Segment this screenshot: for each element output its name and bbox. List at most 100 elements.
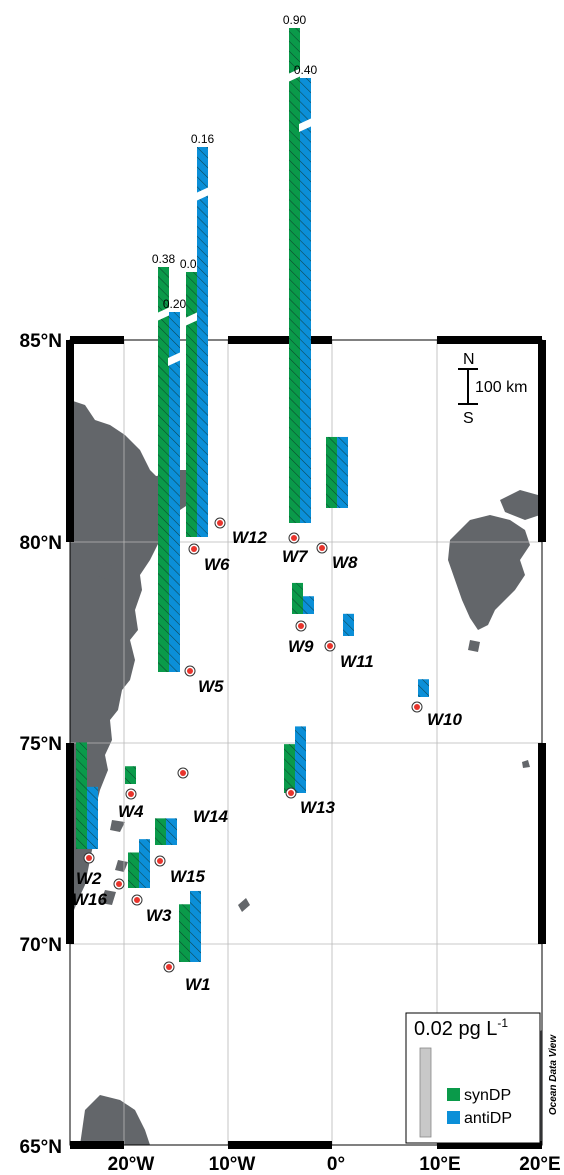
credit-text: Ocean Data View [548, 1034, 559, 1115]
bar-hatch-w11-antidp [343, 613, 354, 636]
station-w11: W11 [324, 640, 374, 671]
lon-label-10e: 10°E [419, 1154, 460, 1175]
lat-label-65: 65°N [20, 1137, 62, 1158]
station-label-w14: W14 [193, 807, 229, 826]
bar-hatch-w6-syndp [186, 272, 197, 537]
bar-hatch-w9-antidp [303, 596, 314, 614]
station-w10: W10 [411, 701, 463, 729]
station-marker-dot [414, 704, 420, 710]
station-label-w10: W10 [427, 710, 463, 729]
bar-group-w1 [179, 890, 201, 962]
station-label-w3: W3 [146, 906, 172, 925]
station-marker-dot [116, 881, 122, 887]
station-marker-dot [134, 897, 140, 903]
station-w14: W14 [177, 767, 229, 826]
bar-break-w7-syndp [288, 68, 301, 82]
bar-hatch-w2-syndp [76, 742, 87, 849]
station-w5: W5 [184, 665, 224, 696]
station-marker-dot [128, 791, 134, 797]
station-marker-dot [217, 520, 223, 526]
legend-syn-swatch [447, 1088, 460, 1101]
station-label-w16: W16 [72, 890, 108, 909]
station-layer: W1 W2 W3 W4 W5 W6 W7 W8 W9 W10 W11 W12 W13 W14 W15 W16 [72, 517, 463, 994]
bar-group-w5: 0.38 0.20 [152, 252, 187, 672]
lon-label-20w: 20°W [108, 1154, 155, 1175]
bar-hatch-w15-antidp [166, 818, 177, 845]
station-marker-dot [86, 855, 92, 861]
legend: 0.02 pg L-1 synDP antiDP [405, 1012, 541, 1144]
bar-break-w6-syndp [185, 312, 198, 326]
bar-group-w4 [125, 766, 136, 784]
station-label-w5: W5 [198, 677, 224, 696]
station-w3: W3 [131, 894, 172, 925]
station-w8: W8 [316, 542, 358, 572]
station-w16: W16 [72, 878, 125, 909]
scale-bar: N 100 km S [458, 351, 527, 427]
bar-group-w8 [326, 436, 348, 508]
bar-group-w15 [155, 818, 177, 845]
scale-south: S [463, 410, 474, 427]
station-w2: W2 [76, 852, 102, 888]
station-w1: W1 [163, 961, 211, 994]
station-marker-dot [327, 643, 333, 649]
scale-north: N [463, 351, 475, 368]
station-label-w1: W1 [185, 975, 211, 994]
bar-group-w11 [343, 613, 354, 636]
bar-break-w5-syndp [157, 307, 170, 321]
scale-distance: 100 km [475, 379, 527, 396]
station-marker-dot [187, 668, 193, 674]
legend-anti-label: antiDP [464, 1110, 512, 1127]
station-w15: W15 [154, 855, 206, 886]
bar-value-w5-antidp: 0.20 [163, 297, 187, 311]
station-label-w2: W2 [76, 869, 102, 888]
iceland-landmass [80, 1095, 150, 1145]
bar-group-w10 [418, 679, 429, 697]
bar-hatch-w7-syndp [289, 28, 300, 523]
station-w6: W6 [188, 543, 230, 574]
station-marker-dot [288, 790, 294, 796]
bar-hatch-w8-antidp [337, 436, 348, 508]
bar-hatch-w1-syndp [179, 904, 190, 962]
station-marker-dot [291, 535, 297, 541]
latitude-labels: 65°N 70°N 75°N 80°N 85°N [20, 331, 62, 1158]
station-marker-dot [157, 858, 163, 864]
bar-hatch-w6-antidp [197, 147, 208, 537]
bar-value-w7-antidp: 0.40 [294, 63, 318, 77]
bar-group-w16 [128, 839, 150, 888]
station-marker-dot [191, 546, 197, 552]
bar-hatch-w8-syndp [326, 436, 337, 508]
frame-ticks [66, 336, 546, 1149]
legend-syn-label: synDP [464, 1087, 511, 1104]
bar-hatch-w5-syndp [158, 267, 169, 672]
bar-group-w13 [284, 726, 306, 793]
station-w12: W12 [214, 517, 268, 547]
longitude-labels: 20°W 10°W 0° 10°E 20°E [108, 1154, 561, 1175]
lon-label-0: 0° [327, 1154, 345, 1175]
station-marker-dot [166, 964, 172, 970]
station-label-w11: W11 [340, 652, 374, 671]
svalbard-landmass [448, 515, 530, 630]
bar-hatch-w13-antidp [295, 726, 306, 793]
bar-hatch-w16-syndp [128, 852, 139, 888]
station-label-w6: W6 [204, 555, 230, 574]
bar-group-w6: 0.090.16 [180, 132, 215, 537]
lat-label-80: 80°N [20, 533, 62, 554]
legend-anti-swatch [447, 1111, 460, 1124]
station-w9: W9 [288, 620, 314, 656]
station-label-w13: W13 [300, 798, 336, 817]
bar-group-w9 [292, 582, 314, 614]
station-marker-dot [298, 623, 304, 629]
bar-hatch-w13-syndp [284, 744, 295, 793]
bar-layer: 0.38 0.200.090.16 0.90 0.40 [76, 13, 429, 962]
greenland-landmass [70, 400, 200, 920]
bar-hatch-w7-antidp [300, 78, 311, 523]
station-w13: W13 [285, 787, 336, 817]
station-marker-dot [319, 545, 325, 551]
legend-title: 0.02 pg L-1 [414, 1016, 508, 1040]
lon-label-10w: 10°W [209, 1154, 256, 1175]
bar-break-w5-antidp [168, 352, 181, 366]
bar-hatch-w9-syndp [292, 582, 303, 614]
bar-group-w2 [76, 742, 98, 849]
station-label-w15: W15 [170, 867, 206, 886]
station-marker-dot [180, 770, 186, 776]
